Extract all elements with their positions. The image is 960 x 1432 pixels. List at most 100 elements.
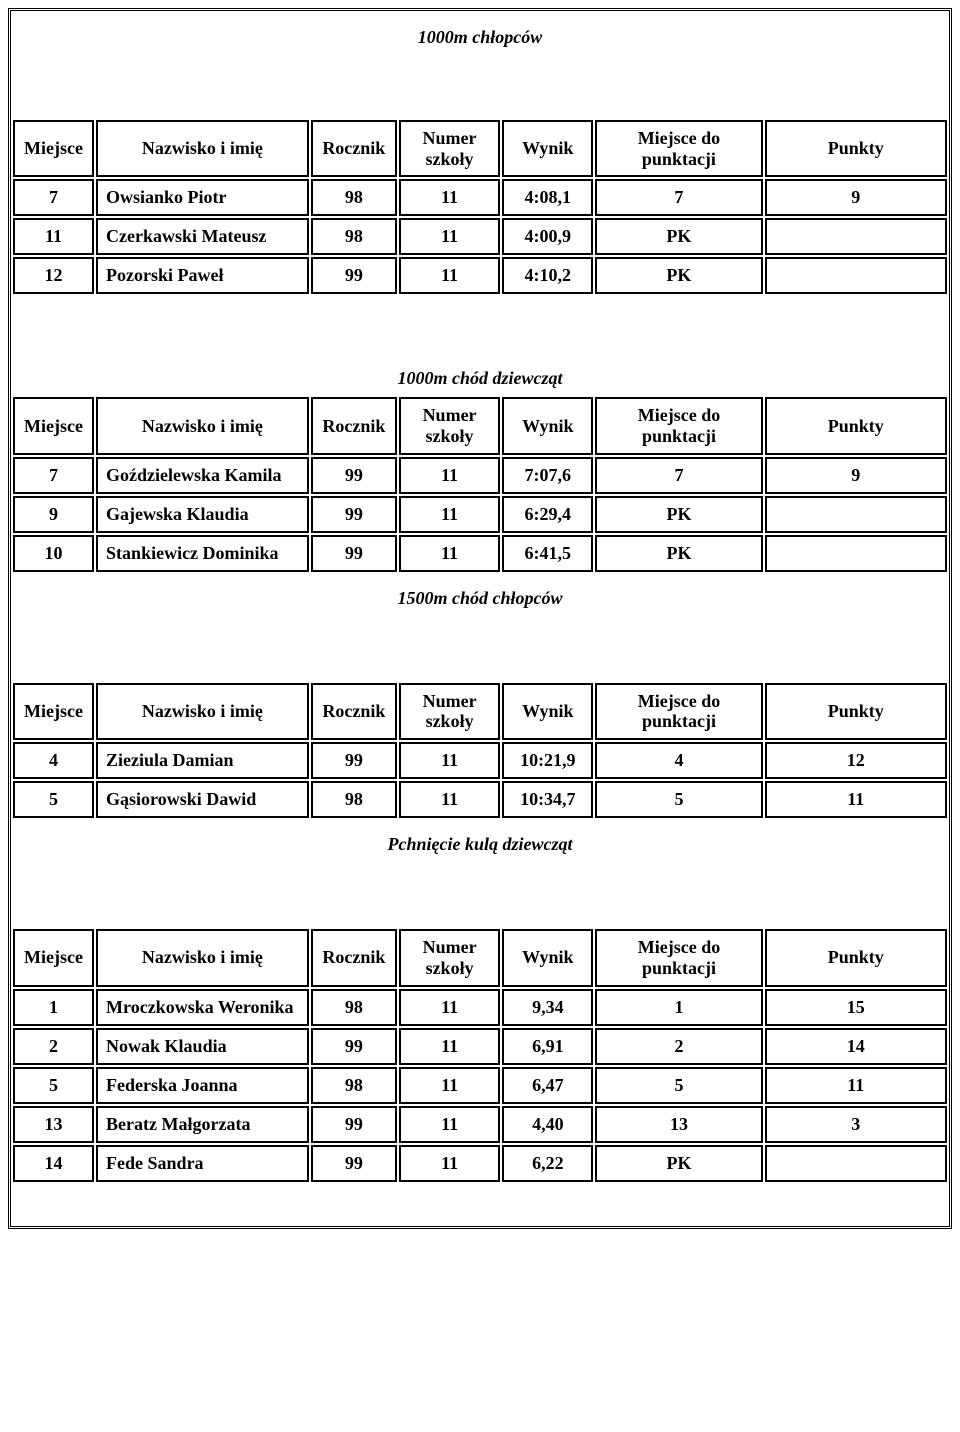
header-miejsce-do-l1: Miejsce do xyxy=(638,937,720,957)
cell-wynik: 4:00,9 xyxy=(502,218,593,255)
cell-wynik: 10:21,9 xyxy=(502,742,593,779)
cell-nazwisko: Zieziula Damian xyxy=(96,742,309,779)
cell-miejsce-do: 4 xyxy=(595,742,762,779)
cell-nazwisko: Beratz Małgorzata xyxy=(96,1106,309,1143)
cell-punkty: 11 xyxy=(765,781,947,818)
cell-punkty: 9 xyxy=(765,179,948,216)
header-nazwisko: Nazwisko i imię xyxy=(96,929,309,986)
header-wynik: Wynik xyxy=(502,683,593,740)
cell-numer: 11 xyxy=(399,1067,500,1104)
cell-miejsce: 13 xyxy=(13,1106,94,1143)
table-header-row: Miejsce Nazwisko i imię Rocznik Numerszk… xyxy=(13,397,947,454)
cell-miejsce: 4 xyxy=(13,742,94,779)
cell-miejsce-do: PK xyxy=(595,257,762,294)
header-miejsce: Miejsce xyxy=(13,929,94,986)
cell-punkty: 9 xyxy=(765,457,947,494)
header-punkty: Punkty xyxy=(765,683,947,740)
cell-numer: 11 xyxy=(399,1145,500,1182)
cell-nazwisko: Nowak Klaudia xyxy=(96,1028,309,1065)
header-nazwisko: Nazwisko i imię xyxy=(96,683,309,740)
cell-rocznik: 98 xyxy=(311,179,397,216)
table-row: 2 Nowak Klaudia 99 11 6,91 2 14 xyxy=(13,1028,947,1065)
cell-numer: 11 xyxy=(399,218,500,255)
section-title: 1000m chłopców xyxy=(13,13,947,118)
header-numer-l2: szkoły xyxy=(426,711,474,731)
cell-miejsce-do: 7 xyxy=(595,457,762,494)
cell-wynik: 6,91 xyxy=(502,1028,593,1065)
cell-nazwisko: Federska Joanna xyxy=(96,1067,309,1104)
table-header-row: Miejsce Nazwisko i imię Rocznik Numerszk… xyxy=(13,683,947,740)
cell-numer: 11 xyxy=(399,742,500,779)
header-rocznik: Rocznik xyxy=(311,397,397,454)
cell-numer: 11 xyxy=(399,457,500,494)
cell-wynik: 10:34,7 xyxy=(502,781,593,818)
cell-nazwisko: Fede Sandra xyxy=(96,1145,309,1182)
cell-miejsce-do: PK xyxy=(595,535,762,572)
header-miejsce-do: Miejsce dopunktacji xyxy=(595,929,762,986)
cell-wynik: 4:10,2 xyxy=(502,257,593,294)
cell-punkty xyxy=(765,257,948,294)
section-0-table: 1000m chłopców Miejsce Nazwisko i imię R… xyxy=(11,11,949,296)
cell-miejsce: 7 xyxy=(13,457,94,494)
header-numer-l1: Numer xyxy=(423,937,477,957)
header-punkty: Punkty xyxy=(765,120,948,177)
cell-rocznik: 98 xyxy=(311,989,397,1026)
cell-miejsce-do: 5 xyxy=(595,1067,762,1104)
cell-miejsce: 2 xyxy=(13,1028,94,1065)
cell-miejsce-do: 7 xyxy=(595,179,762,216)
cell-rocznik: 99 xyxy=(311,257,397,294)
cell-nazwisko: Gąsiorowski Dawid xyxy=(96,781,309,818)
header-wynik: Wynik xyxy=(502,929,593,986)
header-miejsce: Miejsce xyxy=(13,397,94,454)
cell-wynik: 4,40 xyxy=(502,1106,593,1143)
cell-miejsce: 9 xyxy=(13,496,94,533)
cell-numer: 11 xyxy=(399,535,500,572)
cell-miejsce-do: 1 xyxy=(595,989,762,1026)
bottom-spacer xyxy=(13,1184,947,1224)
header-miejsce-do-l2: punktacji xyxy=(642,426,716,446)
cell-miejsce-do: PK xyxy=(595,496,762,533)
cell-miejsce-do: PK xyxy=(595,218,762,255)
cell-rocznik: 98 xyxy=(311,218,397,255)
cell-punkty xyxy=(765,535,947,572)
cell-punkty xyxy=(765,218,948,255)
cell-wynik: 4:08,1 xyxy=(502,179,593,216)
cell-wynik: 6,22 xyxy=(502,1145,593,1182)
header-miejsce: Miejsce xyxy=(13,120,94,177)
cell-miejsce: 5 xyxy=(13,781,94,818)
cell-numer: 11 xyxy=(399,1028,500,1065)
cell-rocznik: 99 xyxy=(311,457,397,494)
cell-wynik: 9,34 xyxy=(502,989,593,1026)
table-header-row: Miejsce Nazwisko i imię Rocznik Numerszk… xyxy=(13,929,947,986)
cell-punkty xyxy=(765,496,947,533)
cell-wynik: 6:41,5 xyxy=(502,535,593,572)
table-row: 11 Czerkawski Mateusz 98 11 4:00,9 PK xyxy=(13,218,947,255)
table-row: 9 Gajewska Klaudia 99 11 6:29,4 PK xyxy=(13,496,947,533)
table-row: 4 Zieziula Damian 99 11 10:21,9 4 12 xyxy=(13,742,947,779)
cell-wynik: 6,47 xyxy=(502,1067,593,1104)
header-numer-l2: szkoły xyxy=(426,958,474,978)
header-numer: Numerszkoły xyxy=(399,397,500,454)
cell-miejsce: 10 xyxy=(13,535,94,572)
section-2-table: Miejsce Nazwisko i imię Rocznik Numerszk… xyxy=(11,681,949,927)
header-wynik: Wynik xyxy=(502,397,593,454)
cell-wynik: 6:29,4 xyxy=(502,496,593,533)
table-header-row: Miejsce Nazwisko i imię Rocznik Numerszk… xyxy=(13,120,947,177)
cell-nazwisko: Goździelewska Kamila xyxy=(96,457,309,494)
section-title: 1000m chód dziewcząt xyxy=(13,298,947,395)
cell-nazwisko: Stankiewicz Dominika xyxy=(96,535,309,572)
cell-numer: 11 xyxy=(399,257,500,294)
cell-numer: 11 xyxy=(399,179,500,216)
header-miejsce-do-l1: Miejsce do xyxy=(638,691,720,711)
header-numer: Numerszkoły xyxy=(399,120,500,177)
results-document: 1000m chłopców Miejsce Nazwisko i imię R… xyxy=(8,8,952,1229)
header-numer-l1: Numer xyxy=(423,405,477,425)
section-title: 1500m chód chłopców xyxy=(13,574,947,679)
header-punkty: Punkty xyxy=(765,929,947,986)
cell-rocznik: 98 xyxy=(311,781,397,818)
cell-rocznik: 99 xyxy=(311,1106,397,1143)
header-nazwisko: Nazwisko i imię xyxy=(96,120,309,177)
section-title: Pchnięcie kulą dziewcząt xyxy=(13,820,947,925)
cell-punkty: 11 xyxy=(765,1067,947,1104)
header-rocznik: Rocznik xyxy=(311,120,397,177)
